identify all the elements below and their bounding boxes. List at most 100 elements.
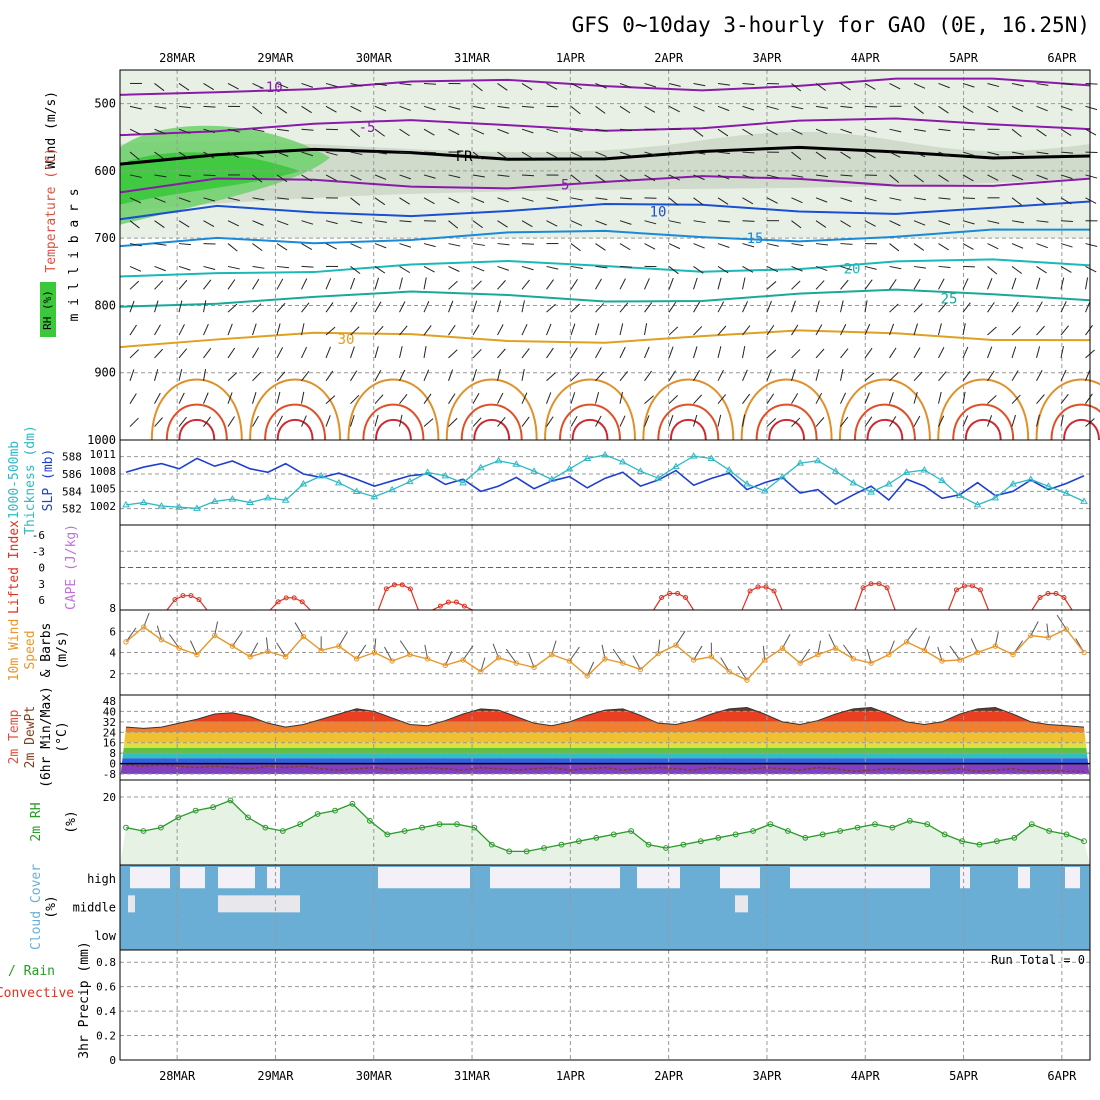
wind-barb xyxy=(301,302,310,313)
rh-point xyxy=(680,841,687,848)
rh-point xyxy=(959,838,965,845)
wind-barb xyxy=(227,265,240,270)
wind-barb xyxy=(276,347,284,359)
wind-barb xyxy=(154,280,164,290)
wind-barb xyxy=(350,277,356,290)
wind-barb xyxy=(815,220,827,228)
wind-barb xyxy=(472,105,485,110)
slp-point xyxy=(1044,482,1053,489)
wind-barb xyxy=(840,83,851,91)
wind-barb xyxy=(1060,414,1064,427)
wind-barb xyxy=(374,151,387,155)
pressure-tick-label: 1000 xyxy=(87,433,116,447)
wind-barb xyxy=(644,105,656,113)
wind-speed-point xyxy=(655,650,661,657)
wind-barb xyxy=(840,368,844,381)
wind-barb xyxy=(546,151,558,159)
rh-point xyxy=(175,814,182,821)
wind-barb xyxy=(546,303,556,313)
wind-barb xyxy=(913,415,921,427)
wind-barb xyxy=(325,278,332,290)
run-total-label: Run Total = 0 xyxy=(991,953,1085,967)
wind-barb xyxy=(350,394,360,405)
wind-barb xyxy=(448,128,460,136)
wind-barb xyxy=(294,622,304,637)
wind-speed-point xyxy=(673,642,679,648)
wind-barb xyxy=(595,105,606,114)
wind-barb xyxy=(1036,325,1045,336)
wind-barb xyxy=(129,324,137,336)
wind-barb xyxy=(799,648,811,664)
wind-speed-point xyxy=(1028,632,1034,639)
wind-barb xyxy=(766,197,778,204)
x-date-label-top: 1APR xyxy=(556,51,586,65)
wind-barb xyxy=(791,280,801,290)
hot-contour xyxy=(473,418,511,441)
wind-barb xyxy=(766,174,779,179)
wind-barb xyxy=(889,151,901,158)
rh-label: 2m RH xyxy=(29,802,44,841)
wind-barb xyxy=(815,324,823,336)
wind-barb xyxy=(203,300,207,313)
wind-barb xyxy=(227,372,238,382)
temperature-contour xyxy=(119,228,1091,248)
hot-contour xyxy=(952,403,1015,441)
wind-barb xyxy=(1011,266,1023,274)
temp-band xyxy=(120,753,1090,759)
wind-barb xyxy=(766,349,777,359)
wind-barb xyxy=(668,326,679,336)
wind-barb xyxy=(595,220,607,226)
wind-barb xyxy=(815,300,820,313)
wind-barb xyxy=(987,151,1000,156)
rh-point xyxy=(297,821,304,828)
wind-barb xyxy=(962,151,975,157)
slp-point xyxy=(601,450,609,458)
li-point xyxy=(453,599,459,605)
wind-barb xyxy=(668,243,681,250)
wind-barb xyxy=(423,418,434,427)
temp-band xyxy=(120,732,1090,743)
wind-speed-point xyxy=(531,664,537,671)
li-point xyxy=(675,591,681,596)
wind-barb xyxy=(472,220,484,229)
wind-label-2: Speed xyxy=(23,630,38,669)
dewpoint-line xyxy=(125,764,1084,773)
wind-barb xyxy=(325,302,334,313)
li-point xyxy=(977,587,983,593)
wind-barb xyxy=(938,174,949,182)
wind-barb xyxy=(374,128,386,137)
cloud-unit-label: (%) xyxy=(44,895,59,918)
rh-legend-swatch xyxy=(40,282,56,337)
wind-barb xyxy=(178,392,185,404)
wind-barb xyxy=(619,278,626,290)
wind-barb xyxy=(338,631,348,647)
wind-speed-point xyxy=(779,645,786,651)
wind-barb xyxy=(742,105,755,111)
wind-barb xyxy=(399,414,403,427)
wind-speed-point xyxy=(300,633,307,640)
wind-barb xyxy=(1085,393,1093,404)
x-date-label-bottom: 29MAR xyxy=(257,1069,294,1083)
li-point xyxy=(1037,595,1043,600)
wind-barb xyxy=(791,300,796,313)
wind-speed-point xyxy=(407,651,413,658)
wind-barb xyxy=(717,266,729,274)
wind-barb xyxy=(570,265,583,270)
wind-barb xyxy=(374,82,387,87)
wind-barb xyxy=(693,346,698,359)
wind-barb xyxy=(619,174,631,182)
wind-barb xyxy=(472,265,485,272)
wind-barb xyxy=(962,105,974,113)
rh-point xyxy=(628,828,635,834)
hot-contour xyxy=(362,403,425,441)
x-date-label-top: 30MAR xyxy=(356,51,393,65)
li-bump xyxy=(377,584,419,611)
li-point xyxy=(383,586,389,592)
rh-tick-label: 20 xyxy=(103,791,116,804)
wind-barb xyxy=(1060,151,1073,154)
li-point xyxy=(763,584,769,590)
slp-point xyxy=(210,497,219,504)
wind-barb xyxy=(423,346,427,359)
cape-label: CAPE (J/kg) xyxy=(64,524,79,610)
